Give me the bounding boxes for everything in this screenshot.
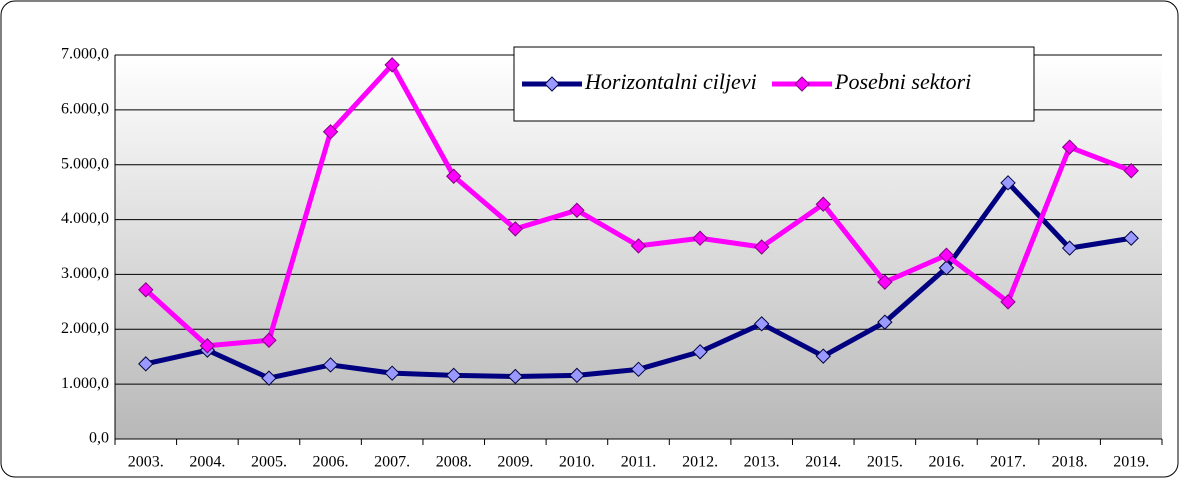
x-tick-label: 2010. [559, 454, 595, 471]
marker [507, 221, 524, 237]
marker [815, 196, 831, 212]
marker [630, 361, 647, 378]
y-tick-label: 2.000,0 [61, 320, 109, 337]
y-tick-label: 3.000,0 [61, 265, 109, 282]
marker [753, 316, 770, 332]
marker [261, 370, 277, 386]
marker [1000, 294, 1016, 310]
x-tick-label: 2006. [313, 454, 349, 471]
marker [1123, 230, 1139, 246]
y-tick-label: 7.000,0 [61, 46, 109, 63]
marker [1061, 240, 1078, 256]
x-tick-label: 2014. [805, 454, 841, 471]
x-tick-label: 2017. [990, 454, 1026, 471]
y-tick-label: 1.000,0 [61, 375, 109, 392]
x-tick-label: 2011. [621, 454, 656, 471]
marker [322, 357, 339, 373]
legend-label: Posebni sektori [834, 69, 971, 94]
marker [507, 368, 524, 385]
marker [569, 367, 585, 384]
x-tick-label: 2005. [251, 454, 287, 471]
marker [1000, 175, 1016, 191]
y-tick-label: 4.000,0 [61, 210, 109, 227]
marker [692, 230, 708, 246]
marker [938, 247, 955, 263]
x-tick-label: 2004. [189, 454, 225, 471]
marker [138, 356, 154, 372]
marker [199, 338, 216, 354]
legend-marker [794, 76, 810, 92]
marker [384, 57, 400, 73]
x-tick-label: 2007. [374, 454, 410, 471]
y-tick-label: 5.000,0 [61, 155, 109, 172]
marker [261, 332, 277, 348]
marker [692, 344, 708, 360]
y-tick-label: 6.000,0 [61, 101, 109, 118]
marker [753, 239, 770, 255]
marker [446, 168, 462, 184]
x-tick-label: 2003. [128, 454, 164, 471]
x-tick-label: 2016. [928, 454, 964, 471]
legend-label: Horizontalni ciljevi [584, 69, 757, 94]
marker [877, 274, 893, 290]
x-tick-label: 2009. [497, 454, 533, 471]
x-tick-label: 2015. [867, 454, 903, 471]
x-tick-label: 2013. [744, 454, 780, 471]
y-tick-label: 0,0 [89, 430, 109, 447]
legend-marker [544, 76, 560, 92]
marker [938, 260, 955, 276]
marker [138, 282, 154, 298]
legend: Horizontalni ciljevi Posebni sektori [513, 46, 1035, 122]
x-tick-label: 2018. [1052, 454, 1088, 471]
x-tick-label: 2019. [1113, 454, 1149, 471]
marker [446, 367, 462, 384]
marker [815, 348, 831, 364]
marker [322, 124, 339, 140]
marker [877, 314, 893, 330]
marker [1061, 139, 1078, 155]
marker [1123, 163, 1139, 179]
marker [630, 238, 647, 254]
marker [384, 365, 400, 381]
x-tick-label: 2012. [682, 454, 718, 471]
x-tick-label: 2008. [436, 454, 472, 471]
marker [569, 202, 585, 218]
